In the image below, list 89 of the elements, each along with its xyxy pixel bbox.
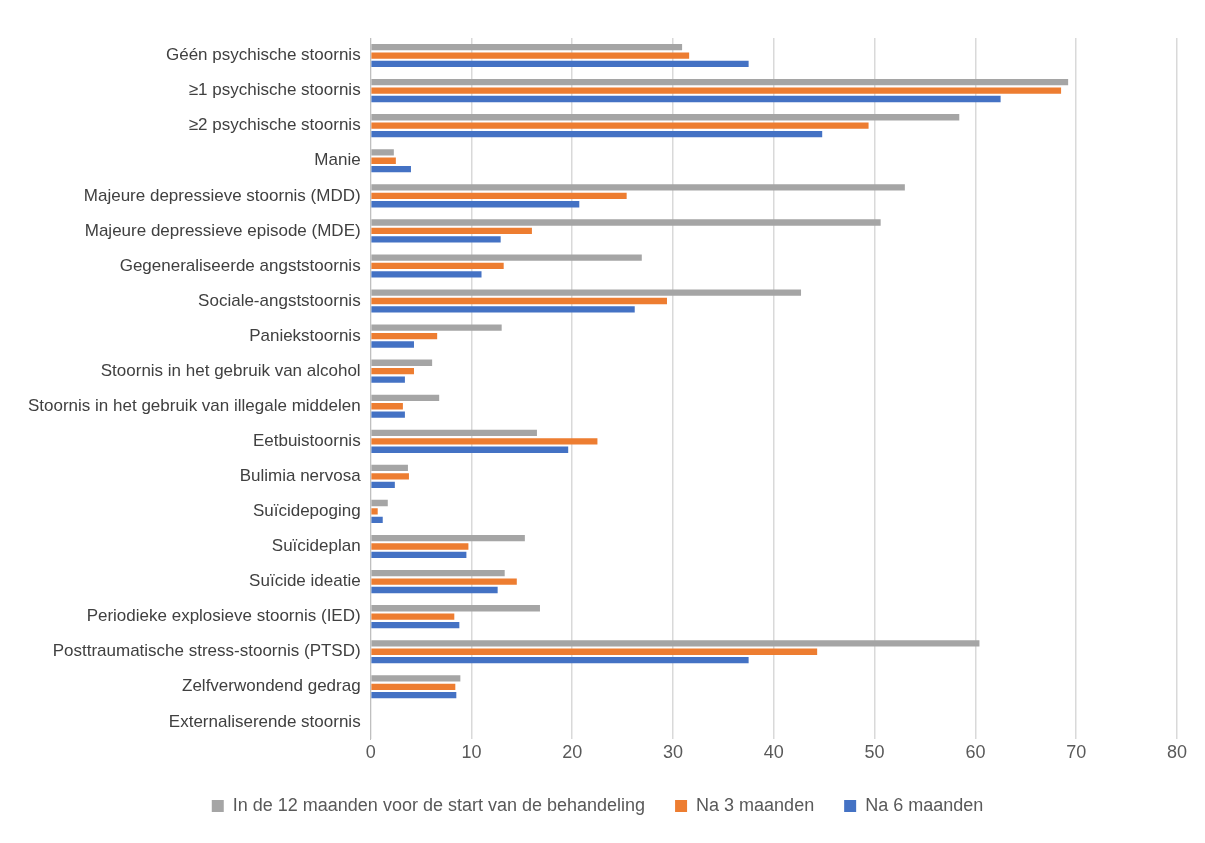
bar xyxy=(371,166,411,173)
bar xyxy=(371,79,1069,86)
y-tick-label: ≥1 psychische stoornis xyxy=(188,80,361,100)
y-tick-label: Posttraumatische stress-stoornis (PTSD) xyxy=(52,641,361,661)
bar xyxy=(371,376,405,383)
bar xyxy=(371,613,455,620)
bar xyxy=(371,403,403,410)
bar xyxy=(371,499,388,507)
bar xyxy=(371,227,532,235)
y-tick-label: Gegeneraliseerde angststoornis xyxy=(119,255,361,275)
y-tick-label: Periodieke explosieve stoornis (IED) xyxy=(86,606,361,626)
bar xyxy=(371,508,378,515)
y-tick-label: Suïcidepoging xyxy=(252,501,361,521)
y-tick-label: Suïcideplan xyxy=(271,536,361,556)
bar xyxy=(371,201,580,208)
x-tick-label: 0 xyxy=(365,742,376,763)
bar xyxy=(371,297,667,305)
x-tick-label: 20 xyxy=(562,742,583,763)
y-tick-label: ≥2 psychische stoornis xyxy=(188,115,361,135)
bar xyxy=(371,464,408,472)
bar xyxy=(371,271,482,278)
y-tick-label: Stoornis in het gebruik van alcohol xyxy=(100,360,361,380)
y-tick-label: Externaliserende stoornis xyxy=(168,711,361,731)
bar xyxy=(371,543,469,550)
bar xyxy=(371,429,537,437)
bar xyxy=(371,481,395,488)
bar xyxy=(371,289,802,296)
bar xyxy=(371,254,642,261)
x-tick-label: 60 xyxy=(965,742,986,763)
bar xyxy=(371,324,502,331)
bar xyxy=(371,394,440,401)
y-tick-label: Zelfverwondend gedrag xyxy=(182,676,361,696)
bar xyxy=(371,149,394,156)
bar xyxy=(371,95,1001,103)
legend-label: Na 3 maanden xyxy=(696,794,815,815)
bar xyxy=(371,578,517,585)
x-tick-label: 70 xyxy=(1066,742,1087,763)
bar xyxy=(371,683,456,690)
bar xyxy=(371,52,690,59)
bar xyxy=(371,621,460,629)
legend-label: In de 12 maanden voor de start van de behandeling xyxy=(232,794,646,815)
y-tick-label: Sociale-angststoornis xyxy=(198,290,361,310)
bar xyxy=(371,473,409,480)
y-tick-label: Eetbuistoornis xyxy=(252,430,361,450)
bar xyxy=(371,219,881,226)
bar xyxy=(371,60,749,68)
bar xyxy=(371,586,498,594)
y-tick-label: Bulimia nervosa xyxy=(239,466,362,486)
bar xyxy=(371,341,414,348)
y-tick-label: Stoornis in het gebruik van illegale middelen xyxy=(27,395,361,415)
x-tick-label: 80 xyxy=(1166,742,1188,763)
bar xyxy=(371,411,405,418)
bar xyxy=(371,130,823,138)
bar xyxy=(371,446,569,453)
bar xyxy=(371,43,683,51)
bar xyxy=(371,516,383,524)
bar xyxy=(371,438,598,445)
bar xyxy=(371,648,818,655)
bar xyxy=(371,656,749,664)
bar xyxy=(371,551,467,559)
bar xyxy=(371,114,960,121)
y-tick-label: Paniekstoornis xyxy=(249,325,361,345)
bar xyxy=(371,184,905,191)
x-tick-label: 30 xyxy=(663,742,684,763)
bar xyxy=(371,692,457,699)
bar xyxy=(371,122,869,129)
x-tick-label: 50 xyxy=(864,742,885,763)
bar xyxy=(371,87,1062,94)
legend-label: Na 6 maanden xyxy=(865,794,984,815)
bar xyxy=(371,359,433,366)
bar xyxy=(371,675,461,682)
bar xyxy=(371,332,438,340)
bar xyxy=(371,236,501,243)
y-tick-label: Géén psychische stoornis xyxy=(165,45,361,65)
bar xyxy=(371,192,627,199)
bar xyxy=(371,534,525,542)
y-tick-label: Majeure depressieve episode (MDE) xyxy=(84,220,361,240)
y-tick-label: Suïcide ideatie xyxy=(249,571,361,591)
x-tick-label: 40 xyxy=(763,742,784,763)
bar xyxy=(371,570,505,577)
y-tick-label: Majeure depressieve stoornis (MDD) xyxy=(83,185,361,205)
bar xyxy=(371,157,396,164)
bar xyxy=(371,640,980,647)
bar xyxy=(371,262,504,270)
y-tick-label: Manie xyxy=(314,150,361,170)
x-tick-label: 10 xyxy=(461,742,482,763)
bar xyxy=(371,306,635,313)
bar xyxy=(371,368,414,375)
bar xyxy=(371,605,540,612)
